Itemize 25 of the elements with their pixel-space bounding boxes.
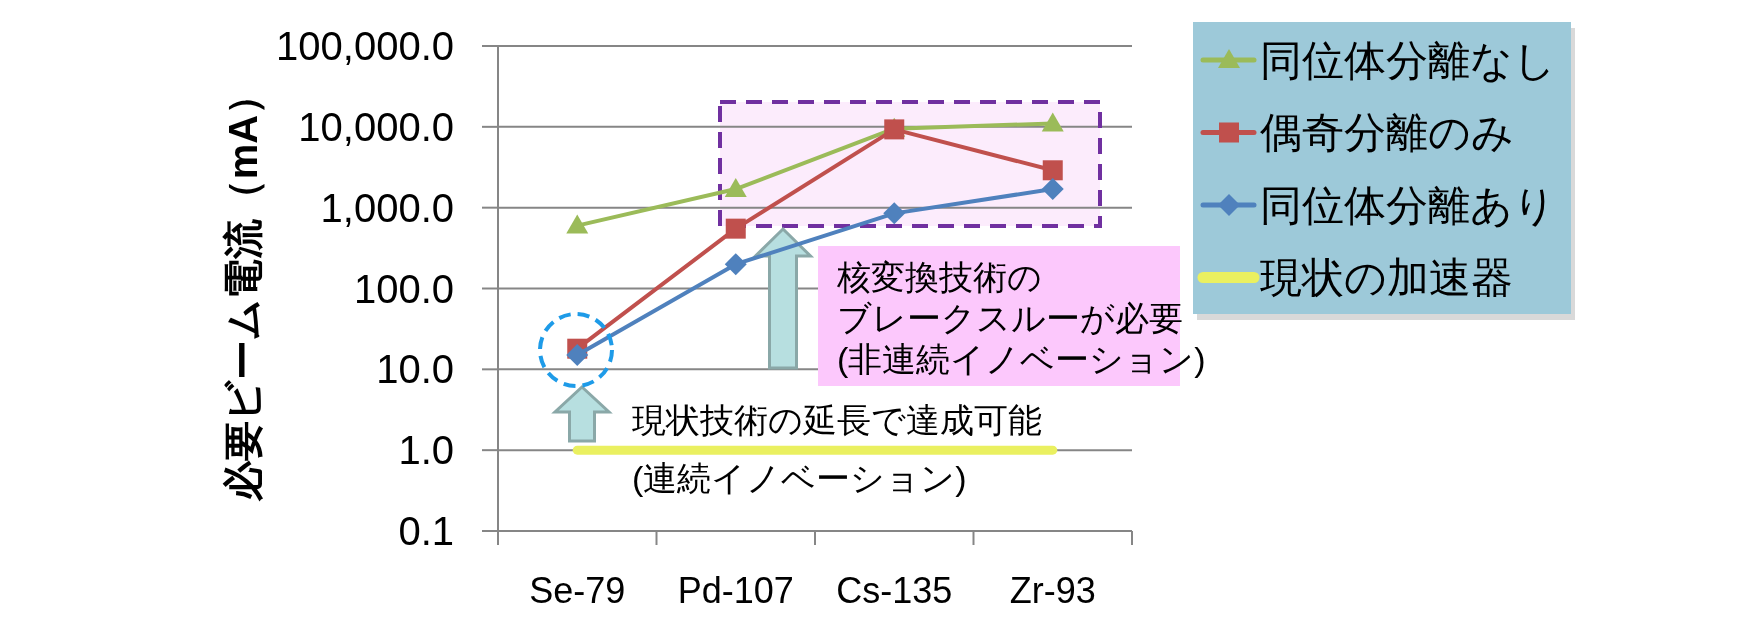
point bbox=[725, 218, 746, 239]
legend-label: 同位体分離なし bbox=[1260, 36, 1556, 84]
point bbox=[883, 202, 906, 225]
legend-label: 同位体分離あり bbox=[1260, 181, 1556, 229]
y-tick-label: 10,000.0 bbox=[298, 104, 454, 149]
x-tick-label: Se-79 bbox=[529, 569, 626, 611]
point bbox=[566, 214, 589, 234]
legend-label: 現状の加速器 bbox=[1260, 254, 1513, 301]
x-tick-label: Cs-135 bbox=[836, 569, 953, 611]
y-tick-label: 1,000.0 bbox=[320, 185, 454, 230]
y-tick-label: 1.0 bbox=[398, 428, 454, 473]
y-tick-label: 0.1 bbox=[398, 509, 454, 553]
y-tick-label: 100,000.0 bbox=[276, 24, 454, 68]
x-tick-label: Pd-107 bbox=[677, 569, 794, 611]
point bbox=[724, 178, 747, 198]
x-tick-label: Zr-93 bbox=[1009, 569, 1096, 611]
point bbox=[1041, 112, 1064, 132]
annotation: 現状技術の延長で達成可能(連続イノベーション) bbox=[632, 401, 1042, 497]
y-axis-title: 必要ビーム電流（mA） bbox=[221, 74, 265, 503]
point bbox=[724, 253, 747, 276]
y-tick-label: 100.0 bbox=[353, 266, 454, 311]
point bbox=[1042, 160, 1063, 181]
y-tick-label: 10.0 bbox=[376, 347, 454, 392]
point bbox=[1041, 178, 1064, 201]
legend-label: 偶奇分離のみ bbox=[1260, 109, 1514, 156]
